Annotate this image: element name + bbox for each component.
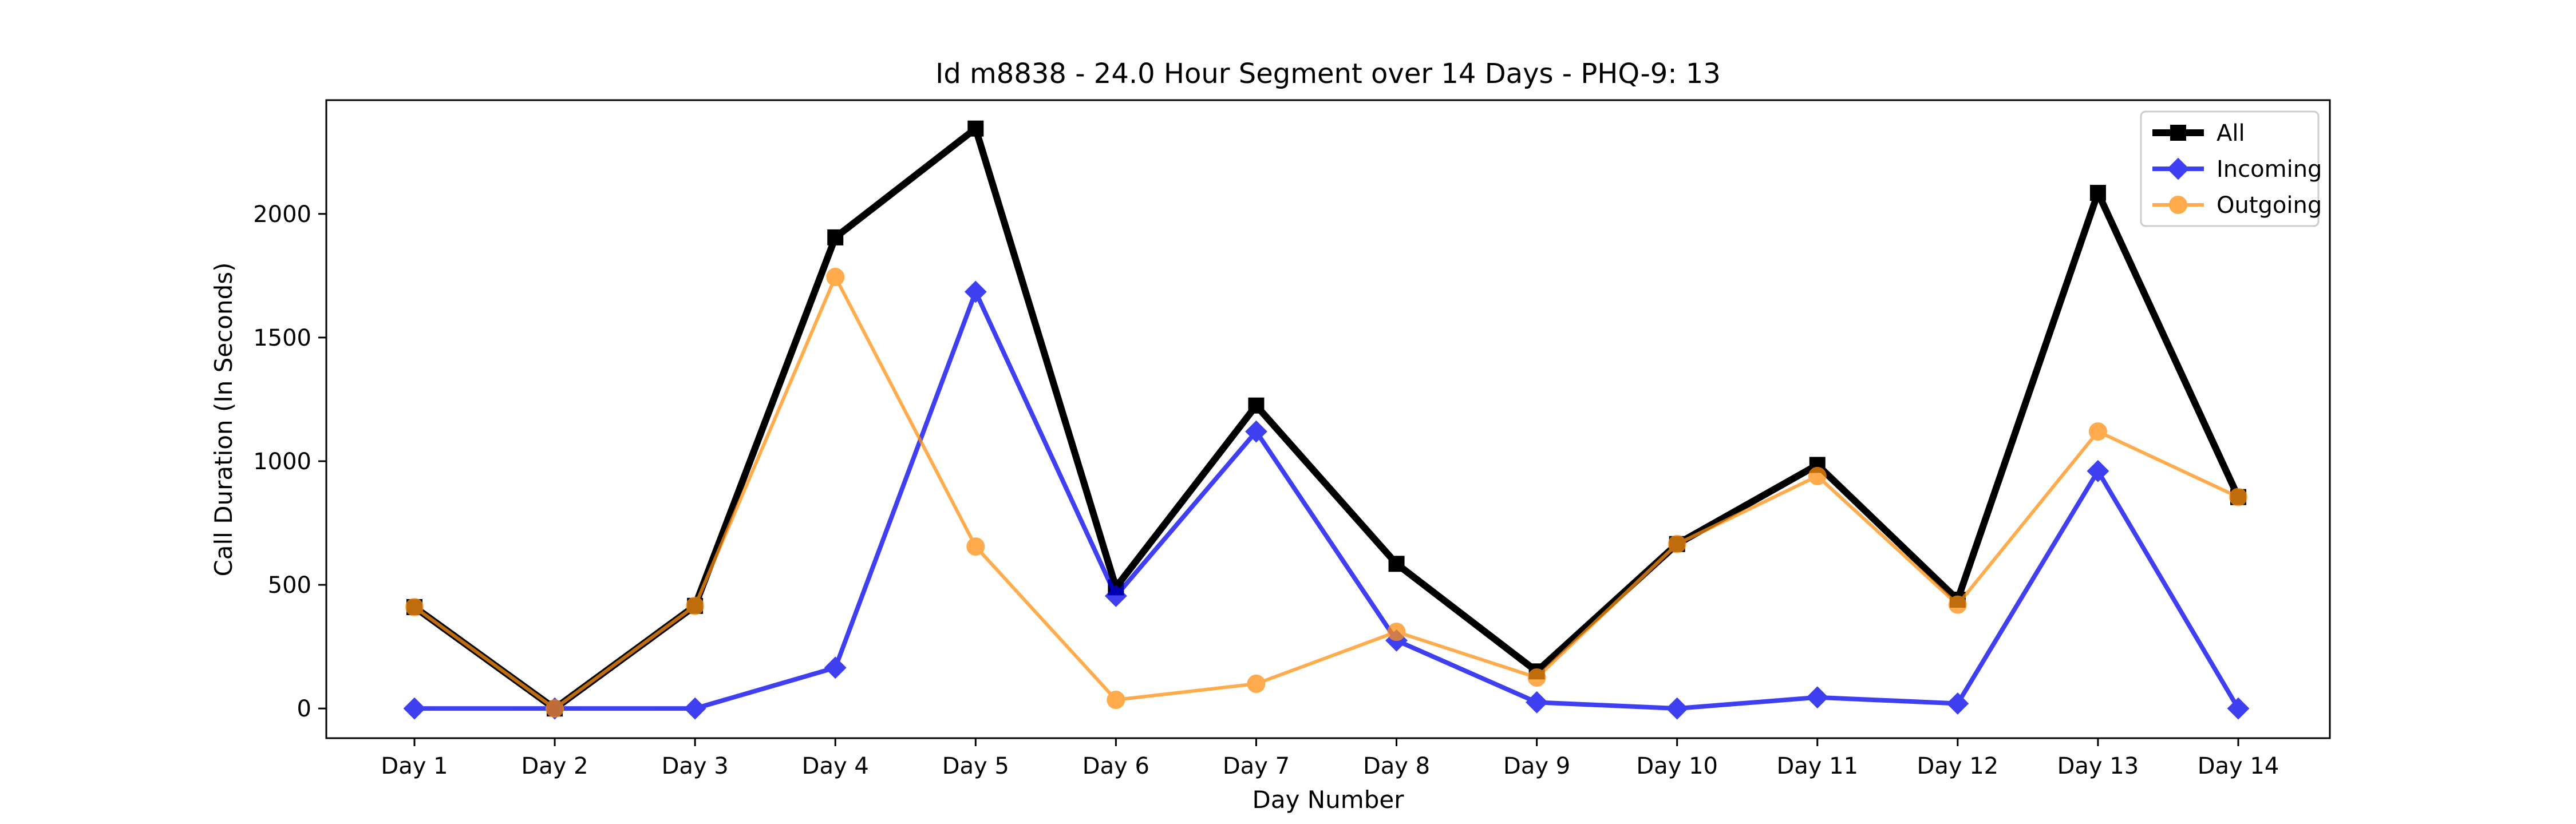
x-tick-label: Day 7: [1223, 753, 1290, 779]
x-tick-label: Day 12: [1917, 753, 1999, 779]
series-outgoing: [405, 268, 2247, 718]
data-point-outgoing: [2229, 488, 2247, 506]
data-point-outgoing: [1387, 623, 1406, 641]
data-point-outgoing: [1948, 595, 1967, 614]
y-tick-label: 1000: [253, 449, 311, 475]
plot-area-frame: [325, 99, 2331, 739]
y-tick-label: 2000: [253, 201, 311, 228]
data-point-incoming: [824, 656, 847, 679]
data-point-incoming: [1806, 686, 1829, 709]
data-point-outgoing: [546, 699, 564, 718]
x-tick-label: Day 2: [521, 753, 588, 779]
data-point-outgoing: [2088, 422, 2107, 441]
x-tick-label: Day 14: [2198, 753, 2279, 779]
series-line-incoming: [414, 289, 2241, 711]
data-point-incoming: [1245, 420, 1267, 443]
data-point-outgoing: [686, 596, 705, 615]
chart-title: Id m8838 - 24.0 Hour Segment over 14 Day…: [935, 58, 1721, 90]
data-point-all: [1248, 397, 1265, 414]
y-tick-label: 0: [297, 696, 311, 722]
data-point-outgoing: [1527, 668, 1546, 687]
x-tick-label: Day 1: [381, 753, 448, 779]
data-point-outgoing: [1668, 534, 1686, 553]
y-tick-label: 500: [268, 572, 311, 599]
legend-marker-all: [2170, 125, 2186, 141]
series-layer: [403, 120, 2250, 720]
x-tick-label: Day 8: [1363, 753, 1430, 779]
legend-label-incoming: Incoming: [2217, 156, 2322, 183]
x-tick-label: Day 5: [942, 753, 1009, 779]
data-point-incoming: [1946, 692, 1969, 715]
y-axis-label: Call Duration (In Seconds): [210, 262, 238, 576]
data-point-all: [827, 229, 844, 245]
x-tick-label: Day 6: [1082, 753, 1149, 779]
data-point-incoming: [964, 280, 987, 303]
series-incoming: [403, 280, 2250, 720]
data-point-outgoing: [1808, 466, 1827, 485]
series-line-all: [412, 125, 2242, 712]
data-point-outgoing: [1107, 691, 1125, 710]
x-tick-label: Day 11: [1776, 753, 1858, 779]
legend-marker-incoming: [2167, 157, 2190, 180]
data-point-outgoing: [405, 597, 424, 616]
data-point-outgoing: [826, 268, 845, 287]
data-point-all: [967, 120, 984, 137]
legend-label-outgoing: Outgoing: [2217, 192, 2322, 219]
legend-label-all: All: [2217, 120, 2245, 146]
data-point-incoming: [1104, 585, 1127, 607]
x-axis-label: Day Number: [1252, 786, 1404, 814]
data-point-incoming: [2087, 459, 2109, 482]
series-line-outgoing: [413, 275, 2239, 711]
data-point-incoming: [683, 697, 706, 720]
legend-marker-outgoing: [2169, 196, 2187, 214]
x-tick-label: Day 4: [802, 753, 869, 779]
x-tick-label: Day 13: [2057, 753, 2139, 779]
data-point-incoming: [403, 697, 426, 720]
axis-ticks: Day 1 Day 2 Day 3 Day 4 Day 5 Day 6 Day 7 Day 8…: [253, 201, 2279, 779]
x-tick-label: Day 9: [1503, 753, 1570, 779]
data-point-incoming: [1666, 697, 1689, 720]
data-point-outgoing: [1247, 674, 1266, 693]
legend-item-all: [2152, 125, 2204, 141]
data-point-all: [1388, 556, 1405, 572]
data-point-incoming: [2227, 697, 2250, 720]
legend-item-incoming: [2152, 157, 2204, 180]
x-tick-label: Day 10: [1636, 753, 1718, 779]
legend-item-outgoing: [2152, 196, 2204, 214]
data-point-incoming: [1526, 691, 1548, 714]
data-point-all: [2089, 185, 2106, 201]
legend: All Incoming Outgoing: [2140, 110, 2322, 227]
x-tick-label: Day 3: [662, 753, 729, 779]
y-tick-label: 1500: [253, 325, 311, 351]
data-point-outgoing: [966, 537, 985, 556]
series-all: [406, 120, 2246, 717]
